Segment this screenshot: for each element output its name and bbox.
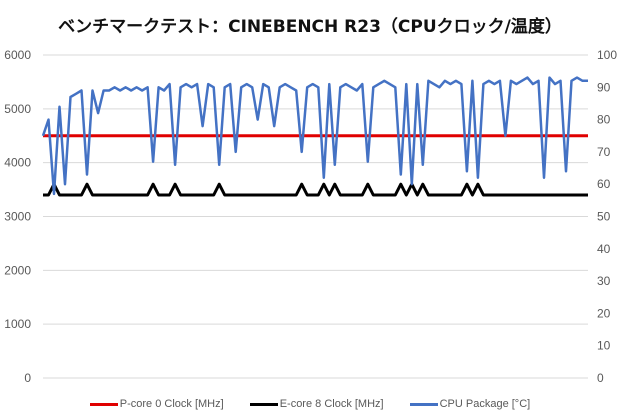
y-tick-label: 2000 bbox=[4, 263, 31, 277]
legend-label: CPU Package [°C] bbox=[439, 398, 531, 410]
legend: P-core 0 Clock [MHz] E-core 8 Clock [MHz]… bbox=[0, 398, 620, 410]
y2-tick-label: 10 bbox=[597, 339, 611, 353]
y-tick-label: 1000 bbox=[4, 317, 31, 331]
series-line-1 bbox=[43, 182, 588, 197]
y2-tick-label: 30 bbox=[597, 274, 611, 288]
y2-tick-label: 50 bbox=[597, 210, 611, 224]
y2-tick-label: 70 bbox=[597, 145, 611, 159]
y2-tick-label: 40 bbox=[597, 242, 611, 256]
legend-swatch bbox=[89, 402, 118, 406]
y2-tick-label: 0 bbox=[597, 371, 604, 385]
legend-label: P-core 0 Clock [MHz] bbox=[119, 398, 224, 410]
legend-item: E-core 8 Clock [MHz] bbox=[249, 398, 384, 410]
chart-title: ベンチマークテスト：CINEBENCH R23（CPUクロック/温度） bbox=[58, 17, 562, 37]
series-line-2 bbox=[41, 76, 588, 196]
y2-tick-label: 100 bbox=[597, 48, 617, 62]
legend-label: E-core 8 Clock [MHz] bbox=[279, 398, 384, 410]
legend-item: CPU Package [°C] bbox=[409, 398, 531, 410]
legend-swatch bbox=[409, 402, 438, 406]
y2-tick-label: 60 bbox=[597, 177, 611, 191]
y-tick-label: 3000 bbox=[4, 210, 31, 224]
y-tick-label: 5000 bbox=[4, 102, 31, 116]
y2-tick-label: 90 bbox=[597, 80, 611, 94]
y-tick-label: 4000 bbox=[4, 156, 31, 170]
y-tick-label: 0 bbox=[24, 371, 31, 385]
y-tick-label: 6000 bbox=[4, 48, 31, 62]
y2-tick-label: 20 bbox=[597, 306, 611, 320]
legend-item: P-core 0 Clock [MHz] bbox=[89, 398, 224, 410]
legend-swatch bbox=[249, 402, 278, 406]
y2-tick-label: 80 bbox=[597, 113, 611, 127]
